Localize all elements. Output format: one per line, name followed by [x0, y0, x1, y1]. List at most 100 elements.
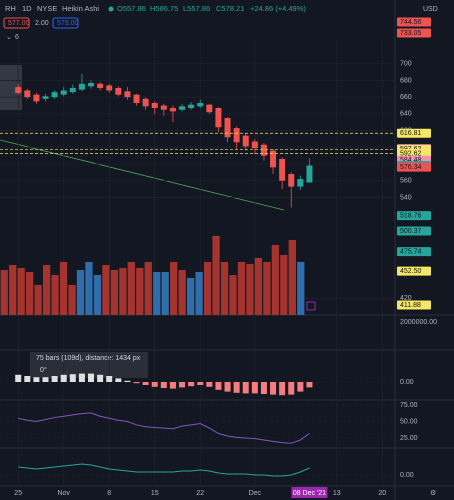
- candle-body: [115, 87, 122, 95]
- bar: [115, 378, 122, 382]
- ask: 579.00: [57, 20, 79, 27]
- bar: [51, 376, 58, 382]
- ohlc-open: O557.86: [117, 4, 146, 13]
- x-tick-label: 22: [196, 490, 204, 497]
- y-tick-label: 700: [400, 61, 412, 68]
- candle-body: [160, 105, 167, 110]
- candle-body: [169, 108, 176, 112]
- price-tag: [397, 148, 431, 158]
- bar: [288, 382, 295, 395]
- bar: [69, 374, 76, 382]
- bar: [254, 257, 263, 315]
- bar: [297, 261, 305, 315]
- bar: [297, 382, 304, 392]
- indicators-count: 6: [15, 34, 19, 41]
- highlight-box: [0, 65, 22, 110]
- bar: [60, 374, 67, 382]
- price-tag-label: 584.48: [400, 157, 422, 164]
- ohlc-high: H586.75: [150, 4, 178, 13]
- bar: [33, 377, 40, 382]
- bar: [288, 239, 296, 315]
- interval: 1D: [22, 4, 32, 13]
- bar: [220, 261, 229, 315]
- candle-body: [60, 90, 67, 95]
- bar: [151, 382, 158, 387]
- bar: [85, 261, 93, 315]
- y-tick-label: 75.00: [400, 402, 418, 409]
- candle-body: [124, 91, 131, 98]
- price-tag-label: 616.81: [400, 130, 422, 137]
- candle-body: [133, 94, 140, 104]
- bar: [136, 267, 144, 315]
- candle-body: [297, 179, 304, 187]
- bar: [88, 373, 95, 382]
- bid-box[interactable]: [3, 17, 30, 29]
- ask-box[interactable]: [52, 17, 79, 29]
- collapse-icon[interactable]: ⌄: [6, 34, 12, 41]
- x-tick-label: Dec: [249, 490, 262, 497]
- y-tick-label: 540: [400, 194, 412, 201]
- price-tag: [397, 128, 431, 138]
- bar: [246, 263, 254, 315]
- y-tick-label: 420: [400, 295, 412, 302]
- candle-body: [78, 83, 85, 90]
- price-tag-label: 500.37: [400, 228, 422, 235]
- bar: [170, 261, 178, 315]
- bid: 577.00: [8, 20, 30, 27]
- measure-angle: 0°: [40, 366, 47, 374]
- candle-body: [69, 87, 76, 93]
- candle-body: [106, 85, 113, 91]
- bar: [279, 382, 286, 396]
- candle-body: [251, 141, 258, 149]
- change: +24.86 (+4.49%): [250, 4, 306, 13]
- y-tick-label: 560: [400, 178, 412, 185]
- bar: [9, 264, 17, 315]
- line: [18, 412, 310, 444]
- measure-text: 75 bars (109d), distance: 1434 px: [36, 355, 141, 362]
- y-tick-label: 660: [400, 94, 412, 101]
- bar: [161, 271, 169, 315]
- bar: [78, 373, 85, 382]
- candle-body: [42, 96, 49, 99]
- bar: [212, 235, 220, 315]
- x-tick-label: 8: [107, 490, 111, 497]
- bar: [93, 275, 102, 315]
- bar: [133, 382, 140, 384]
- settings-icon[interactable]: ⚙: [430, 489, 436, 497]
- bar: [233, 382, 240, 393]
- trend-line: [0, 139, 285, 211]
- price-tag-label: 475.74: [400, 248, 422, 255]
- bar: [124, 380, 131, 382]
- line: [18, 463, 310, 477]
- ohlc-low: L557.86: [183, 4, 210, 13]
- x-tick-label: 25: [14, 490, 22, 497]
- candle-body: [306, 165, 313, 183]
- candle-body: [224, 118, 231, 138]
- bar: [42, 264, 51, 315]
- y-tick-label: 0.00: [400, 472, 414, 479]
- bar: [59, 261, 68, 315]
- bar: [242, 382, 249, 394]
- bar: [271, 244, 279, 315]
- bar: [15, 374, 22, 382]
- candle-body: [288, 174, 295, 187]
- exchange: NYSE: [37, 4, 57, 13]
- chart-style: Heikin Ashi: [62, 4, 99, 13]
- crosshair-date: 08 Dec '21: [293, 490, 326, 497]
- bar: [24, 376, 31, 382]
- symbol: RH: [5, 4, 16, 13]
- price-tag: [397, 300, 431, 310]
- bar: [34, 284, 42, 315]
- bar: [119, 267, 127, 315]
- candle-body: [206, 104, 213, 113]
- bar: [144, 261, 152, 315]
- status-dot: [108, 6, 114, 12]
- top-price-tag: [397, 17, 431, 27]
- y-tick-label: 25.00: [400, 435, 418, 442]
- y-tick-label: 50.00: [400, 418, 418, 425]
- price-tag-label: 452.50: [400, 268, 422, 275]
- crosshair-date-box: [291, 487, 328, 498]
- price-tag: [397, 266, 431, 276]
